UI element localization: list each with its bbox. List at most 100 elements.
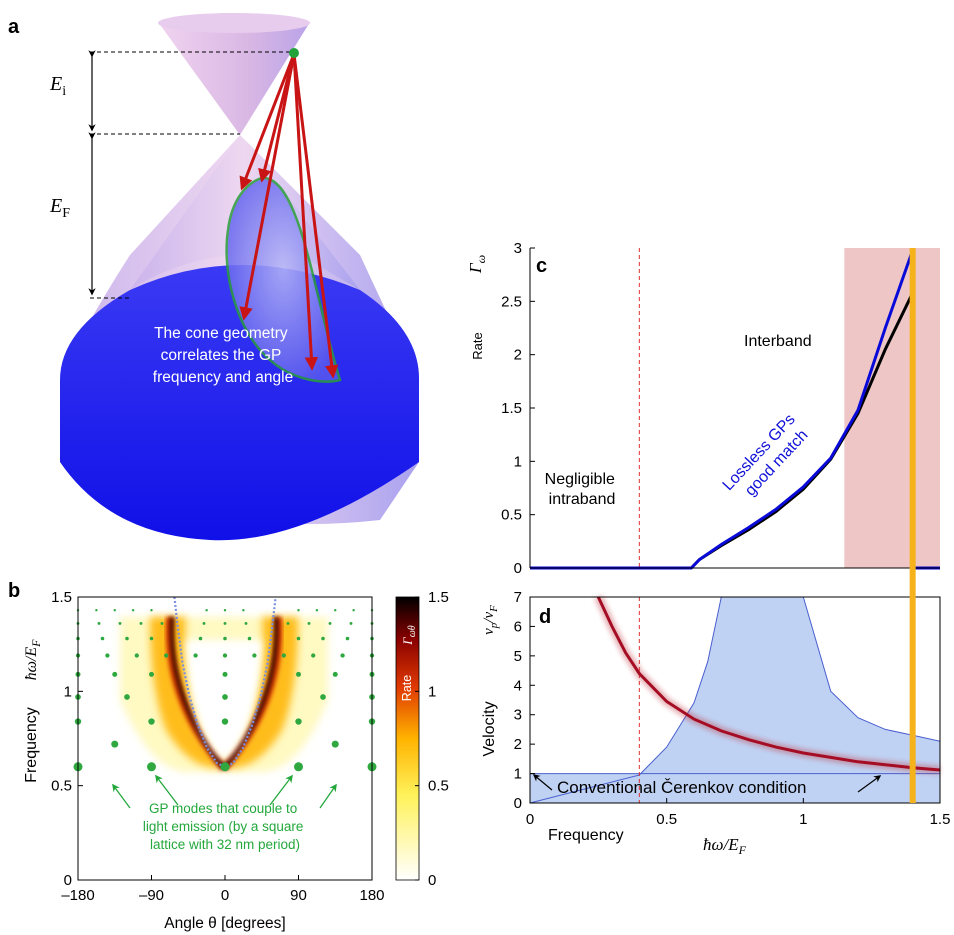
- colorbar-tick-label: 0.5: [428, 778, 449, 795]
- coupled-mode-point: [294, 762, 303, 772]
- colorbar-symbol: Γωθ: [400, 625, 418, 645]
- intraband-label: Negligible intraband: [545, 471, 620, 508]
- x-axis-label-d: ħω/EF: [703, 835, 747, 857]
- colorbar-tick-label: 1.5: [428, 589, 449, 606]
- y-tick-label-c: 2: [514, 347, 522, 364]
- x-ticks-d: 0 0.5 1 1.5: [526, 798, 950, 828]
- colorbar-ticks: 0 0.5 1 1.5: [415, 589, 449, 889]
- lattice-mode-point: [242, 609, 245, 612]
- region-edge-left: [529, 596, 722, 804]
- cerenkov-label: Conventional Čerenkov condition: [557, 778, 807, 797]
- lattice-mode-point: [307, 621, 311, 625]
- y-axis-label-b: Frequency: [23, 707, 40, 783]
- panel-a: a Ei EF The cone geometry correlat: [8, 13, 420, 541]
- annotation-arrow: [155, 774, 179, 806]
- y-tick-label-d: 4: [514, 677, 522, 694]
- y-tick-label-d: 5: [514, 648, 522, 665]
- gp-modes-annotation: GP modes that couple to light emission (…: [143, 801, 307, 852]
- lattice-mode-point: [296, 636, 301, 641]
- x-axis-label-b: Angle θ [degrees]: [164, 915, 286, 932]
- y-axis-label-c: Rate: [470, 332, 485, 359]
- cerenkov-arrow-left: [532, 774, 553, 791]
- transition-arrow: [239, 53, 296, 191]
- lattice-mode-point: [125, 636, 129, 641]
- y-tick-label-d: 6: [514, 618, 522, 635]
- photon-energy-line: [909, 248, 916, 803]
- y-ticks-d: 0 1 2 3 4 5 6 7: [514, 589, 535, 812]
- lattice-mode-point: [193, 653, 198, 658]
- y-ticks-c: 0 0.5 1 1.5 2 2.5 3: [501, 240, 535, 577]
- transition-arrow: [292, 53, 339, 379]
- lattice-mode-point: [222, 653, 228, 658]
- annotation-arrows: [112, 774, 337, 809]
- y-tick-label-c: 3: [514, 240, 522, 257]
- dirac-cone-upper-rim: [158, 13, 310, 33]
- x-tick-label-d: 0.5: [656, 811, 677, 828]
- lattice-mode-point: [149, 671, 154, 677]
- lattice-mode-point: [150, 609, 153, 612]
- lattice-mode-point: [118, 621, 122, 625]
- lattice-mode-point: [297, 609, 300, 612]
- y-tick-label-d: 0: [514, 795, 522, 812]
- lattice-mode-point: [112, 671, 118, 677]
- velocity-region: [530, 597, 940, 803]
- lattice-mode-point: [164, 653, 169, 658]
- lattice-mode-point: [124, 694, 130, 700]
- y-tick-label-b: 1.5: [51, 589, 72, 606]
- panel-label-c: c: [536, 255, 547, 277]
- heatmap-inner: [186, 640, 262, 760]
- gp-dispersion-curve: [173, 596, 277, 769]
- axes-d: [529, 596, 941, 804]
- lattice-mode-point: [334, 609, 337, 612]
- lattice-mode-point: [311, 653, 316, 658]
- lattice-mode-point: [315, 609, 319, 612]
- coupled-mode-point: [331, 740, 339, 748]
- y-tick-label-d: 7: [514, 589, 522, 606]
- lattice-mode-point: [223, 636, 227, 641]
- heatmap-right-core: [222, 616, 279, 770]
- panel-b: b –180 –90 0 90 180 0 0.5 1 1.5 Angle θ [degree…: [8, 580, 449, 932]
- lattice-mode-point: [349, 621, 353, 625]
- x-axis-side-label-d: Frequency: [548, 827, 624, 844]
- lattice-mode-point: [139, 621, 143, 625]
- transition-arrow: [292, 53, 319, 371]
- x-tick-label-b: –90: [139, 887, 164, 904]
- coupled-mode-point: [220, 762, 230, 772]
- light-coupled-modes: [73, 740, 377, 772]
- lattice-mode-point: [149, 636, 154, 641]
- y-tick-label-c: 1.5: [501, 400, 522, 417]
- annotation-arrow: [269, 774, 293, 806]
- y-axis-label-d: Velocity: [481, 701, 498, 756]
- x-tick-label-b: –180: [61, 887, 94, 904]
- y-tick-label-c: 2.5: [501, 293, 522, 310]
- colorbar: [395, 596, 420, 881]
- lattice-mode-point: [131, 609, 135, 612]
- panel-label-d: d: [539, 606, 551, 628]
- x-tick-label-d: 1: [799, 811, 807, 828]
- lattice-mode-point: [221, 718, 229, 725]
- colorbar-tick-label: 1: [428, 683, 436, 700]
- y-ticks-b: 0 0.5 1 1.5: [51, 589, 83, 889]
- y-tick-label-d: 3: [514, 707, 522, 724]
- lattice-mode-point: [198, 636, 203, 641]
- transition-arrows: [239, 53, 339, 379]
- initial-state-point: [289, 48, 299, 58]
- lattice-mode-point: [286, 621, 290, 625]
- y-tick-label-d: 2: [514, 736, 522, 753]
- lattice-mode-point: [321, 636, 325, 641]
- lattice-mode-point: [222, 671, 228, 677]
- coupled-mode-point: [147, 762, 156, 772]
- y-tick-label-b: 0.5: [51, 778, 72, 795]
- lattice-mode-point: [332, 671, 338, 677]
- panel-label-a: a: [8, 16, 20, 38]
- colorbar-tick-label: 0: [428, 872, 436, 889]
- x-tick-label-b: 180: [359, 887, 384, 904]
- region-edge-right: [802, 596, 941, 742]
- y-axis-symbol-b: ħω/EF: [23, 639, 43, 681]
- y-tick-label-c: 0.5: [501, 507, 522, 524]
- transition-arrow: [239, 53, 296, 321]
- y-tick-label-c: 0: [514, 560, 522, 577]
- y-axis-symbol-d: vp/vF: [481, 605, 500, 635]
- phase-velocity-curve: [596, 596, 941, 772]
